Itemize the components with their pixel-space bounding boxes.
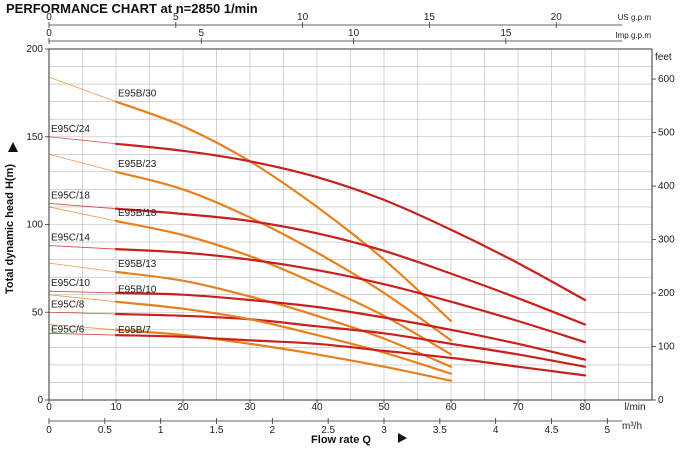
m3h-tick-label: 3.5: [433, 425, 447, 436]
m3h-tick-label: 0.5: [98, 425, 112, 436]
series-label: E95C/14: [51, 233, 90, 244]
y-axis-label: Total dynamic head H(m): [4, 164, 16, 294]
us-gpm-axis-unit: US g.p.m: [618, 13, 652, 22]
series-label: E95B/7: [118, 325, 151, 336]
series-extension: [48, 311, 117, 315]
feet-tick-label: 500: [658, 128, 675, 139]
x-tick-label: 40: [311, 402, 323, 413]
m3h-tick-label: 3: [381, 425, 387, 436]
x-tick-label: 0: [46, 402, 52, 413]
m3h-tick-label: 5: [605, 425, 611, 436]
imp-gpm-tick-label: 10: [348, 28, 360, 39]
series-line: [114, 334, 587, 377]
y-tick-label: 50: [32, 307, 44, 318]
chart-title: PERFORMANCE CHART at n=2850 1/min: [6, 1, 258, 16]
series-line: [114, 248, 587, 344]
imp-gpm-tick-label: 0: [46, 28, 52, 39]
x-tick-label: 50: [378, 402, 390, 413]
us-gpm-tick-label: 10: [297, 12, 309, 23]
series-label: E95C/24: [51, 124, 90, 135]
series-line: [114, 170, 453, 342]
imp-gpm-axis-unit: Imp g.p.m: [615, 31, 651, 40]
m3h-tick-label: 0: [46, 425, 52, 436]
series-line: [114, 328, 453, 382]
imp-gpm-tick-label: 5: [199, 28, 205, 39]
series-extension: [48, 153, 117, 173]
series-line: [114, 312, 587, 368]
series-label: E95B/18: [118, 208, 157, 219]
x-axis-label: Flow rate Q: [311, 434, 371, 446]
series-extension: [48, 262, 117, 273]
y-tick-label: 100: [26, 220, 43, 231]
feet-tick-label: 0: [658, 395, 664, 406]
series-line: [114, 142, 587, 302]
x-axis-arrow-icon: [398, 433, 407, 443]
feet-axis-unit: feet: [655, 52, 672, 63]
y-tick-label: 0: [37, 395, 43, 406]
us-gpm-tick-label: 15: [424, 12, 436, 23]
series-label: E95B/23: [118, 159, 157, 170]
feet-tick-label: 100: [658, 342, 675, 353]
series-line: [114, 100, 453, 323]
series-extension: [48, 203, 117, 210]
m3h-tick-label: 4: [493, 425, 499, 436]
x-tick-label: 30: [244, 402, 256, 413]
series-extension: [48, 206, 117, 222]
m3h-tick-label: 1: [158, 425, 164, 436]
us-gpm-tick-label: 20: [551, 12, 563, 23]
series-extension: [48, 76, 117, 103]
series-extension: [48, 136, 117, 145]
series-label: E95B/10: [118, 285, 157, 296]
series-line: [114, 300, 453, 375]
series-line: [114, 291, 587, 361]
chart-series: E95B/30 E95C/24 E95B/23 E95C/18 E95B/18 E95C/…: [48, 76, 587, 382]
feet-tick-label: 300: [658, 235, 675, 246]
feet-tick-label: 400: [658, 181, 675, 192]
x-tick-label: 10: [110, 402, 122, 413]
imp-gpm-tick-label: 15: [500, 28, 512, 39]
series-extension: [48, 332, 117, 336]
series-extension: [48, 324, 117, 331]
series-label: E95C/18: [51, 190, 90, 201]
m3h-tick-label: 1.5: [210, 425, 224, 436]
y-tick-label: 150: [26, 132, 43, 143]
x-tick-label: 60: [445, 402, 457, 413]
series-label: E95C/10: [51, 278, 90, 289]
series-line: [114, 207, 587, 326]
series-label: E95B/30: [118, 89, 157, 100]
m3h-tick-label: 2: [270, 425, 276, 436]
us-gpm-tick-label: 0: [46, 12, 52, 23]
feet-tick-label: 600: [658, 74, 675, 85]
y-tick-label: 200: [26, 44, 43, 55]
series-label: E95C/6: [51, 324, 85, 335]
x-unit-lmin: l/min: [624, 402, 645, 413]
series-extension: [48, 290, 117, 294]
x-tick-label: 80: [579, 402, 591, 413]
y-axis-arrow-icon: [8, 142, 18, 152]
series-line: [114, 270, 453, 368]
m3h-axis-unit: m³/h: [622, 421, 642, 432]
x-tick-label: 20: [177, 402, 189, 413]
series-extension: [48, 245, 117, 250]
series-label: E95C/8: [51, 299, 85, 310]
m3h-tick-label: 2.5: [321, 425, 335, 436]
m3h-tick-label: 4.5: [545, 425, 559, 436]
series-label: E95B/13: [118, 259, 157, 270]
feet-tick-label: 200: [658, 288, 675, 299]
series-extension: [48, 294, 117, 303]
us-gpm-tick-label: 5: [173, 12, 179, 23]
x-tick-label: 70: [512, 402, 524, 413]
